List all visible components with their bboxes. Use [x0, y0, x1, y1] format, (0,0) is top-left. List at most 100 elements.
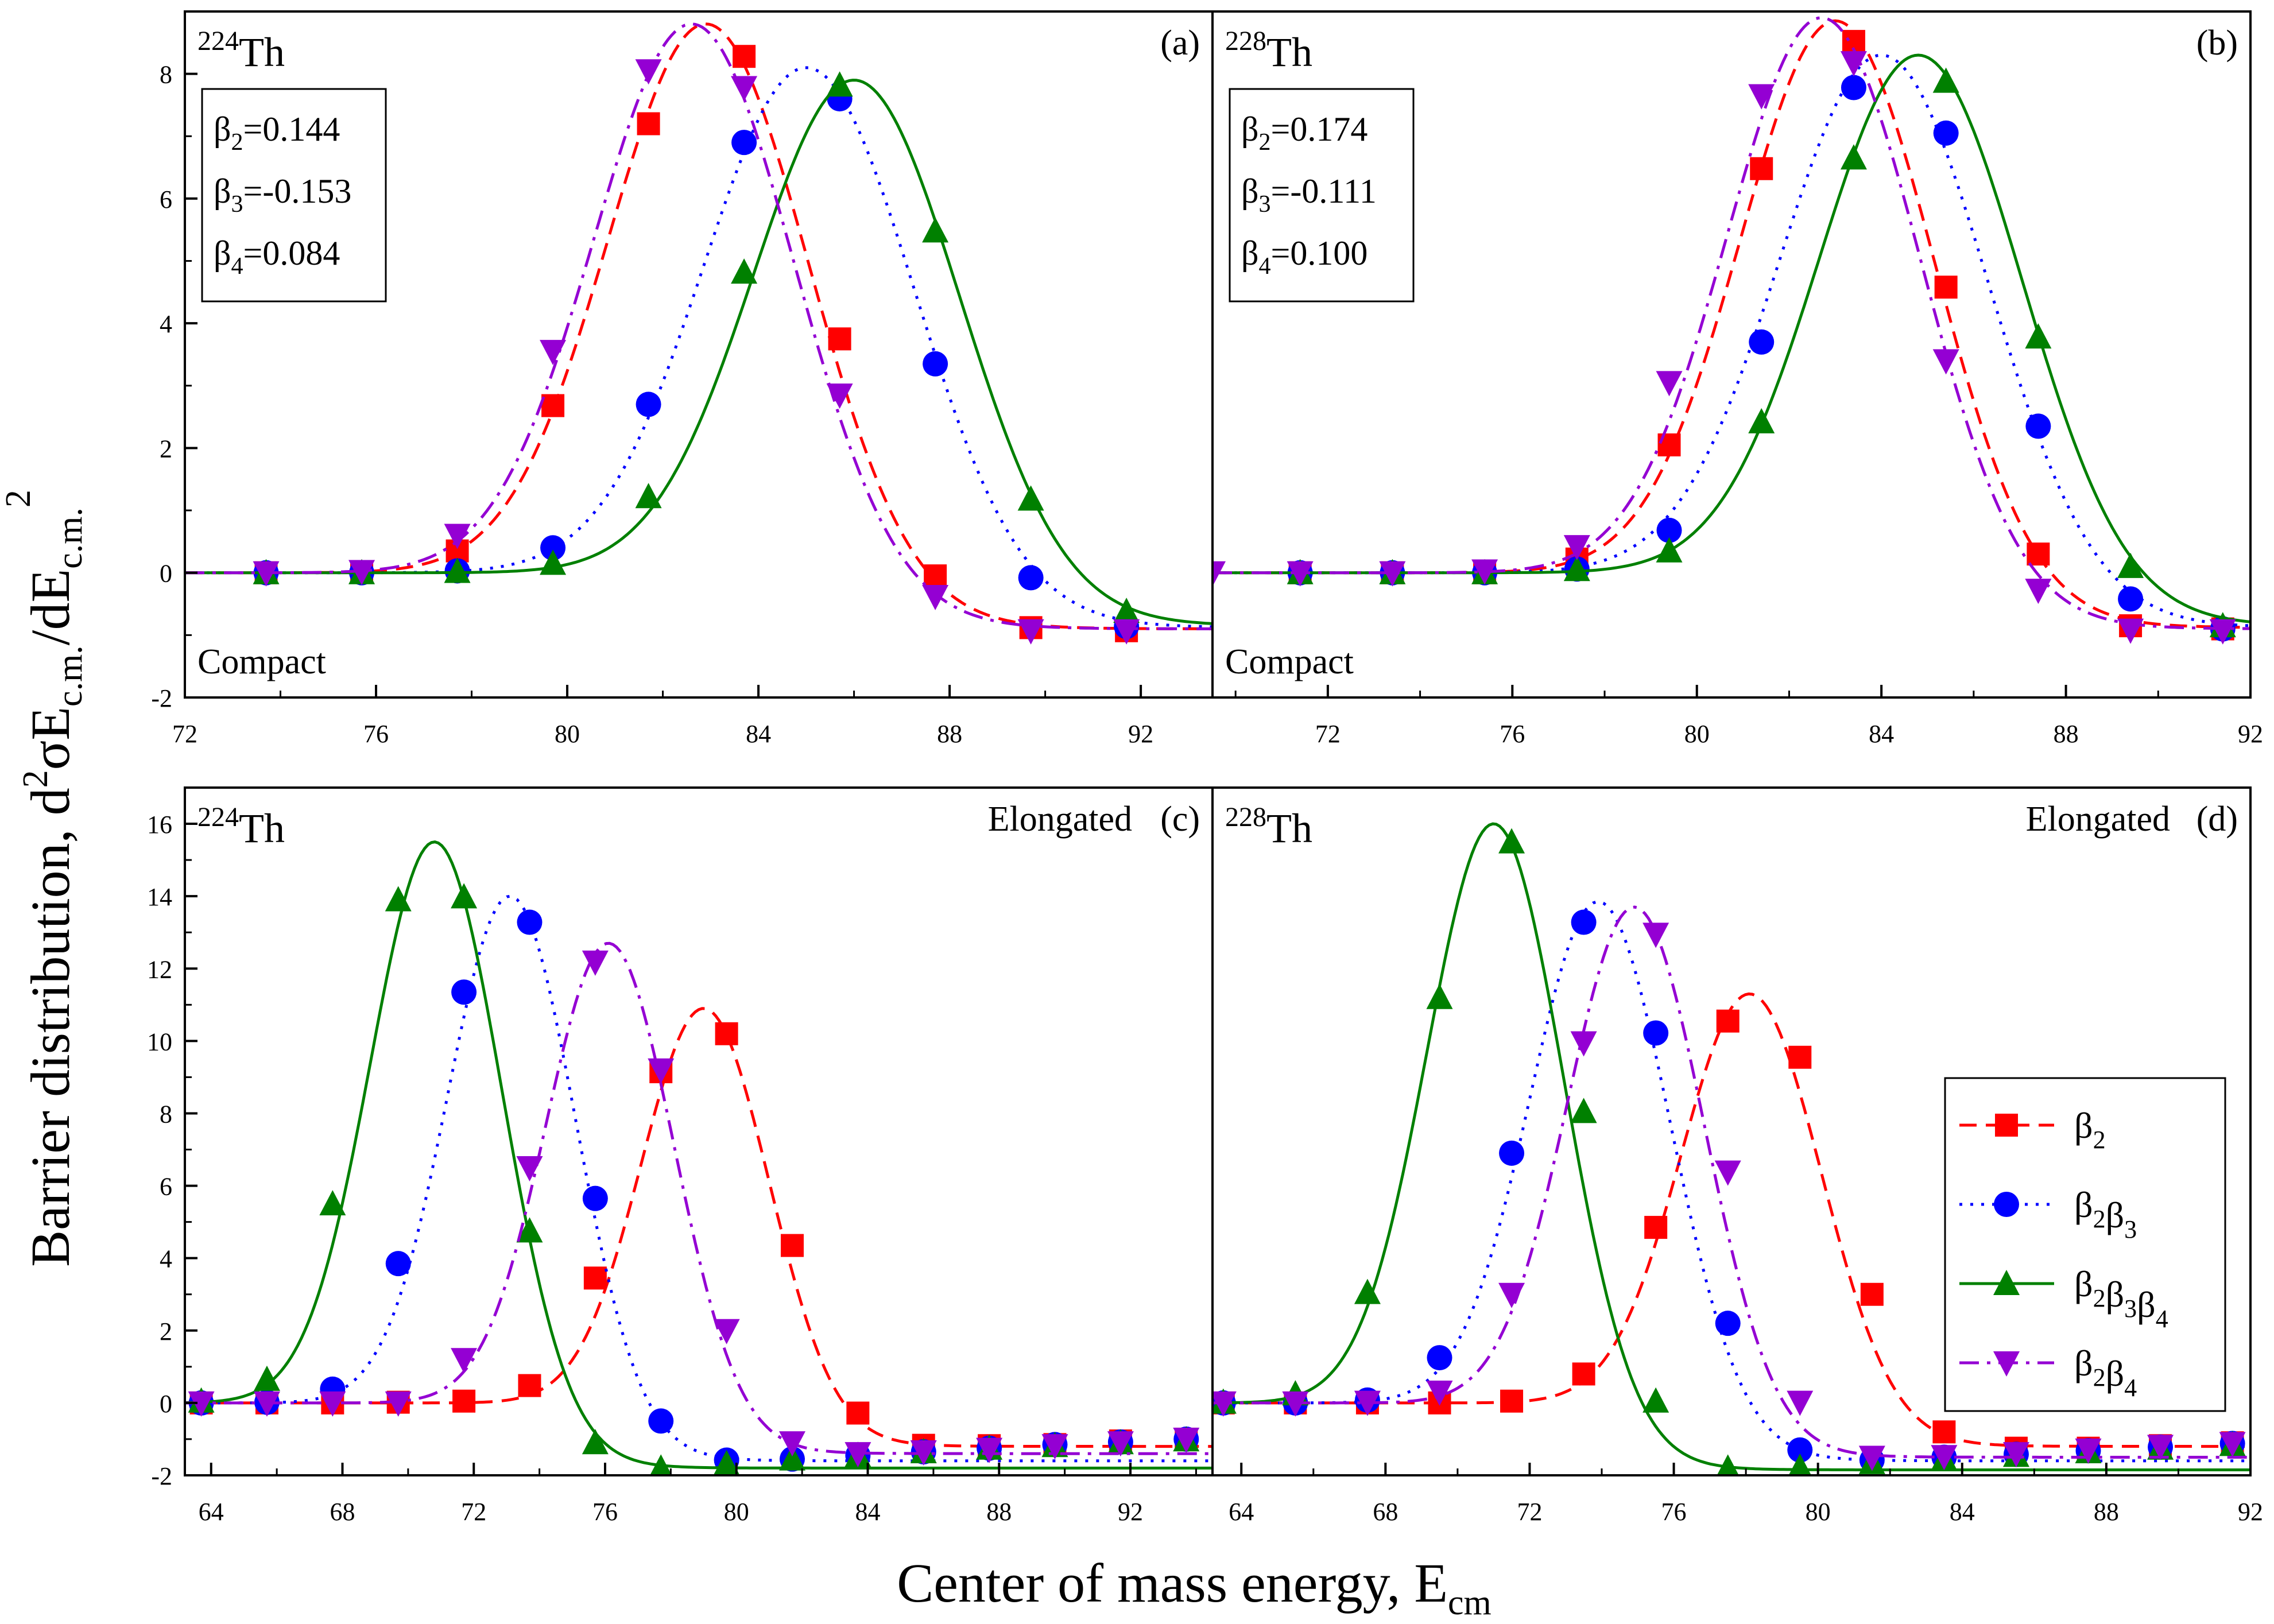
deformation-param: β3=-0.153 — [214, 172, 351, 218]
nucleus-label: 224Th — [197, 802, 285, 851]
data-point — [1644, 1216, 1668, 1239]
data-point — [2075, 1438, 2102, 1464]
y-axis-label: Barrier distribution, d2σEc.m./dEc.m.2 — [0, 490, 90, 1267]
shape-label: Compact — [1225, 642, 1354, 681]
data-point — [1934, 276, 1958, 299]
deformation-box — [1229, 88, 1415, 303]
series-β2β4 — [1212, 905, 2250, 1471]
data-point — [1379, 561, 1406, 587]
legend-entry: β2β4 — [1959, 1343, 2137, 1402]
data-point — [1748, 408, 1775, 433]
y-tick-label: 4 — [160, 1245, 172, 1273]
data-point — [1287, 561, 1314, 587]
legend: β2 β2β3 β2β3β4 β2β4 — [1944, 1077, 2226, 1412]
data-point — [1212, 561, 1226, 587]
data-point — [778, 1445, 805, 1471]
nucleus-label: 228Th — [1225, 26, 1312, 75]
data-point — [1498, 828, 1525, 854]
y-tick-label: 8 — [160, 61, 172, 89]
data-point — [2147, 1435, 2174, 1460]
data-point — [2117, 618, 2144, 644]
data-point — [635, 483, 662, 509]
data-point — [731, 130, 757, 156]
x-tick-label: 84 — [746, 720, 771, 748]
series-line — [1212, 905, 2250, 1459]
data-point — [1931, 1445, 1958, 1471]
x-tick-label: 76 — [1661, 1498, 1687, 1526]
data-point — [385, 1391, 412, 1417]
data-point — [637, 112, 660, 135]
data-point — [1017, 619, 1044, 645]
data-point — [540, 549, 567, 575]
data-point — [1354, 1278, 1381, 1304]
panel-b: 72 76 80 84 88 92 228Th (b) Compact β2=0.174 β3=-0… — [1211, 10, 2263, 748]
data-point — [1426, 983, 1453, 1009]
data-point — [582, 1429, 609, 1455]
x-tick-label: 88 — [2094, 1498, 2119, 1526]
legend-label: β2 — [2074, 1105, 2106, 1154]
y-tick-label: 2 — [160, 1317, 172, 1346]
data-point — [2025, 579, 2052, 604]
panel-label: (a) — [1160, 24, 1200, 63]
data-point — [1787, 1390, 1814, 1416]
x-tick-label: 72 — [172, 720, 197, 748]
data-point — [253, 561, 280, 587]
data-point — [1840, 144, 1867, 170]
deformation-param: β4=0.084 — [214, 234, 340, 280]
data-point — [1656, 537, 1683, 563]
panel-d: 64 68 72 76 80 84 88 92 228Th (d) Elongated — [1211, 786, 2263, 1526]
data-point — [1858, 1445, 1885, 1471]
x-tick-label: 72 — [461, 1498, 486, 1526]
plot-frame — [1211, 786, 2252, 1476]
x-tick-label: 76 — [592, 1498, 618, 1526]
x-tick-label: 84 — [855, 1498, 881, 1526]
data-point — [2002, 1442, 2029, 1468]
data-point — [1017, 485, 1044, 511]
data-point — [1570, 1031, 1597, 1057]
deformation-param: β2=0.144 — [214, 110, 340, 156]
x-tick-label: 80 — [1806, 1498, 1831, 1526]
data-point — [844, 1442, 871, 1468]
series-line — [185, 840, 1212, 1470]
data-point — [444, 557, 471, 583]
data-point — [910, 1440, 937, 1466]
data-point — [733, 45, 756, 68]
series-β2β4 — [185, 22, 1212, 645]
y-tick-label: 6 — [160, 1173, 172, 1201]
data-point — [2209, 619, 2236, 645]
data-point — [1656, 517, 1682, 543]
data-point — [1471, 559, 1498, 585]
x-tick-label: 80 — [555, 720, 580, 748]
x-tick-label: 76 — [1500, 720, 1525, 748]
deformation-param: β3=-0.111 — [1241, 172, 1377, 218]
deformation-box — [201, 88, 387, 303]
x-tick-label: 64 — [199, 1498, 224, 1526]
data-point — [1932, 67, 1959, 93]
x-tick-label: 92 — [2238, 720, 2263, 748]
data-point — [1427, 1345, 1452, 1371]
data-point — [846, 1401, 870, 1425]
x-tick-label: 68 — [330, 1498, 355, 1526]
data-point — [1932, 349, 1959, 375]
data-point — [452, 1389, 476, 1413]
data-point — [1656, 371, 1683, 397]
data-point — [1714, 1160, 1741, 1186]
data-point — [1426, 1380, 1453, 1406]
x-tick-label: 72 — [1517, 1498, 1542, 1526]
data-point — [976, 1437, 1003, 1463]
series-β2β4 — [1212, 16, 2250, 645]
data-point — [582, 1185, 608, 1211]
data-point — [1717, 1454, 1739, 1475]
data-point — [2117, 552, 2144, 578]
data-point — [540, 535, 566, 561]
data-point — [540, 340, 567, 366]
y-tick-label: 0 — [160, 560, 172, 588]
nucleus-label: 228Th — [1225, 802, 1312, 851]
data-point — [923, 351, 948, 377]
data-point — [1113, 619, 1140, 645]
data-point — [1860, 1282, 1884, 1306]
shape-label: Elongated — [2026, 800, 2170, 839]
data-point — [1840, 51, 1867, 77]
